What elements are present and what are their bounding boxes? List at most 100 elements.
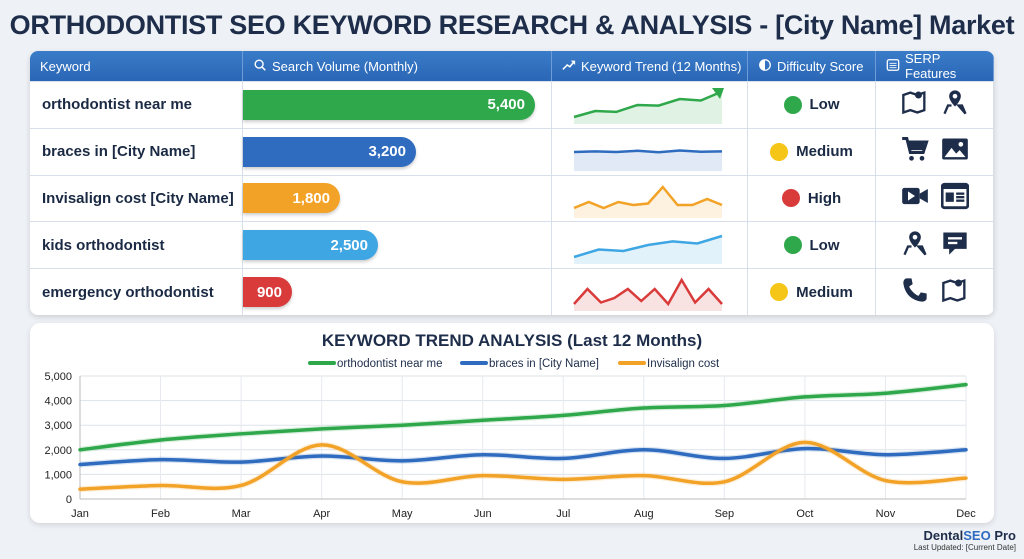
keyword-text: orthodontist near me: [42, 96, 193, 114]
difficulty-cell: Low: [748, 222, 876, 269]
x-tick-label: Jan: [71, 508, 89, 520]
table-header: Keyword Search Volume (Monthly) Keyword Tr…: [30, 51, 994, 81]
column-header-3[interactable]: Difficulty Score: [748, 51, 876, 81]
column-header-label: Difficulty Score: [777, 58, 864, 74]
keyword-text: braces in [City Name]: [42, 143, 196, 161]
trend-sparkline: [573, 184, 723, 218]
difficulty-cell: High: [748, 175, 876, 222]
difficulty-dot-icon: [783, 236, 802, 255]
difficulty-dot-icon: [783, 95, 802, 114]
volume-bar: 1,800: [243, 183, 340, 214]
serp-cell: [876, 82, 994, 128]
difficulty-dot-icon: [781, 189, 800, 208]
column-header-label: Keyword Trend (12 Months): [581, 58, 742, 74]
keyword-text: Invisalign cost [City Name]: [42, 189, 234, 207]
y-tick-label: 1,000: [44, 469, 72, 481]
table-row[interactable]: Invisalign cost [City Name] 1,800 High: [30, 174, 994, 222]
series-line-2: [78, 440, 968, 491]
volume-label: 2,500: [330, 236, 368, 254]
legend-label: orthodontist near me: [337, 358, 442, 370]
x-tick-label: Aug: [634, 508, 654, 520]
table-row[interactable]: braces in [City Name] 3,200 Medium: [30, 127, 994, 175]
difficulty-label: Low: [809, 236, 840, 254]
half-circle-icon: [758, 58, 772, 75]
volume-bar: 3,200: [243, 136, 416, 167]
keyword-cell: kids orthodontist: [30, 222, 243, 269]
trend-cell: [552, 82, 748, 128]
keyword-cell: emergency orthodontist: [30, 269, 243, 315]
image-icon[interactable]: [941, 135, 969, 168]
x-tick-label: Nov: [876, 508, 896, 520]
chart-title: KEYWORD TREND ANALYSIS (Last 12 Months): [322, 331, 702, 350]
trend-cell: [552, 175, 748, 222]
difficulty-label: Medium: [796, 143, 853, 161]
phone-icon[interactable]: [901, 276, 929, 309]
table-row[interactable]: orthodontist near me 5,400 Low: [30, 81, 994, 128]
chat-icon[interactable]: [941, 229, 969, 262]
brand-name-1: Dental: [923, 528, 964, 543]
volume-label: 3,200: [368, 143, 406, 161]
brand-footer: DentalSEO Pro Last Updated: [Current Dat…: [914, 528, 1016, 552]
trend-sparkline: [573, 277, 723, 312]
map-icon[interactable]: [941, 276, 969, 309]
serp-cell: [876, 269, 994, 315]
location-pin-icon[interactable]: [901, 229, 929, 262]
volume-bar: 900: [243, 277, 292, 308]
volume-cell: 1,800: [243, 175, 552, 222]
trend-chart-panel: KEYWORD TREND ANALYSIS (Last 12 Months) 0…: [30, 323, 994, 523]
trend-arrow-icon: [712, 87, 724, 99]
video-icon[interactable]: [901, 182, 929, 215]
volume-cell: 900: [243, 269, 552, 315]
legend-label: Invisalign cost: [647, 358, 720, 370]
x-tick-label: Jun: [474, 508, 492, 520]
location-pin-icon[interactable]: [941, 88, 969, 121]
trend-sparkline: [573, 148, 723, 171]
serp-cell: [876, 175, 994, 222]
table-row[interactable]: emergency orthodontist 900 Medium: [30, 268, 994, 315]
trend-cell: [552, 128, 748, 175]
brand-logo: DentalSEO Pro: [914, 528, 1017, 543]
brand-name-2: SEO: [963, 528, 991, 543]
list-icon: [886, 58, 900, 75]
volume-cell: 5,400: [243, 82, 552, 128]
trend-chart: KEYWORD TREND ANALYSIS (Last 12 Months) 0…: [44, 331, 976, 520]
column-header-label: SERP Features: [905, 51, 957, 81]
y-tick-label: 3,000: [44, 420, 72, 432]
trend-cell: [552, 269, 748, 315]
x-tick-label: Mar: [232, 508, 251, 520]
difficulty-cell: Medium: [748, 269, 876, 315]
column-header-0[interactable]: Keyword: [30, 51, 243, 81]
volume-cell: 3,200: [243, 128, 552, 175]
volume-label: 900: [256, 283, 282, 301]
keyword-table: Keyword Search Volume (Monthly) Keyword Tr…: [30, 51, 994, 315]
y-tick-label: 5,000: [44, 371, 72, 383]
difficulty-dot-icon: [770, 142, 789, 161]
trend-sparkline: [573, 235, 723, 265]
webpage-icon[interactable]: [940, 182, 969, 215]
column-header-1[interactable]: Search Volume (Monthly): [243, 51, 552, 81]
difficulty-dot-icon: [770, 283, 789, 302]
column-header-label: Keyword: [40, 58, 91, 74]
column-header-label: Search Volume (Monthly): [272, 58, 418, 74]
serp-cell: [876, 222, 994, 269]
keyword-cell: orthodontist near me: [30, 82, 243, 128]
cart-icon[interactable]: [901, 135, 929, 168]
x-tick-label: Sep: [715, 508, 735, 520]
keyword-cell: braces in [City Name]: [30, 128, 243, 175]
column-header-4[interactable]: SERP Features: [876, 51, 994, 81]
trend-cell: [552, 222, 748, 269]
difficulty-cell: Low: [748, 82, 876, 128]
volume-label: 5,400: [487, 96, 525, 114]
difficulty-label: High: [807, 189, 842, 207]
difficulty-label: Low: [809, 96, 840, 114]
y-tick-label: 0: [66, 494, 72, 506]
table-row[interactable]: kids orthodontist 2,500 Low: [30, 221, 994, 269]
x-tick-label: May: [392, 508, 413, 520]
column-header-2[interactable]: Keyword Trend (12 Months): [552, 51, 748, 81]
x-tick-label: Dec: [956, 508, 976, 520]
keyword-text: emergency orthodontist: [42, 283, 214, 301]
search-icon: [253, 58, 267, 75]
series-line-0: [78, 382, 968, 452]
volume-bar: 2,500: [243, 230, 378, 261]
map-icon[interactable]: [901, 88, 929, 121]
